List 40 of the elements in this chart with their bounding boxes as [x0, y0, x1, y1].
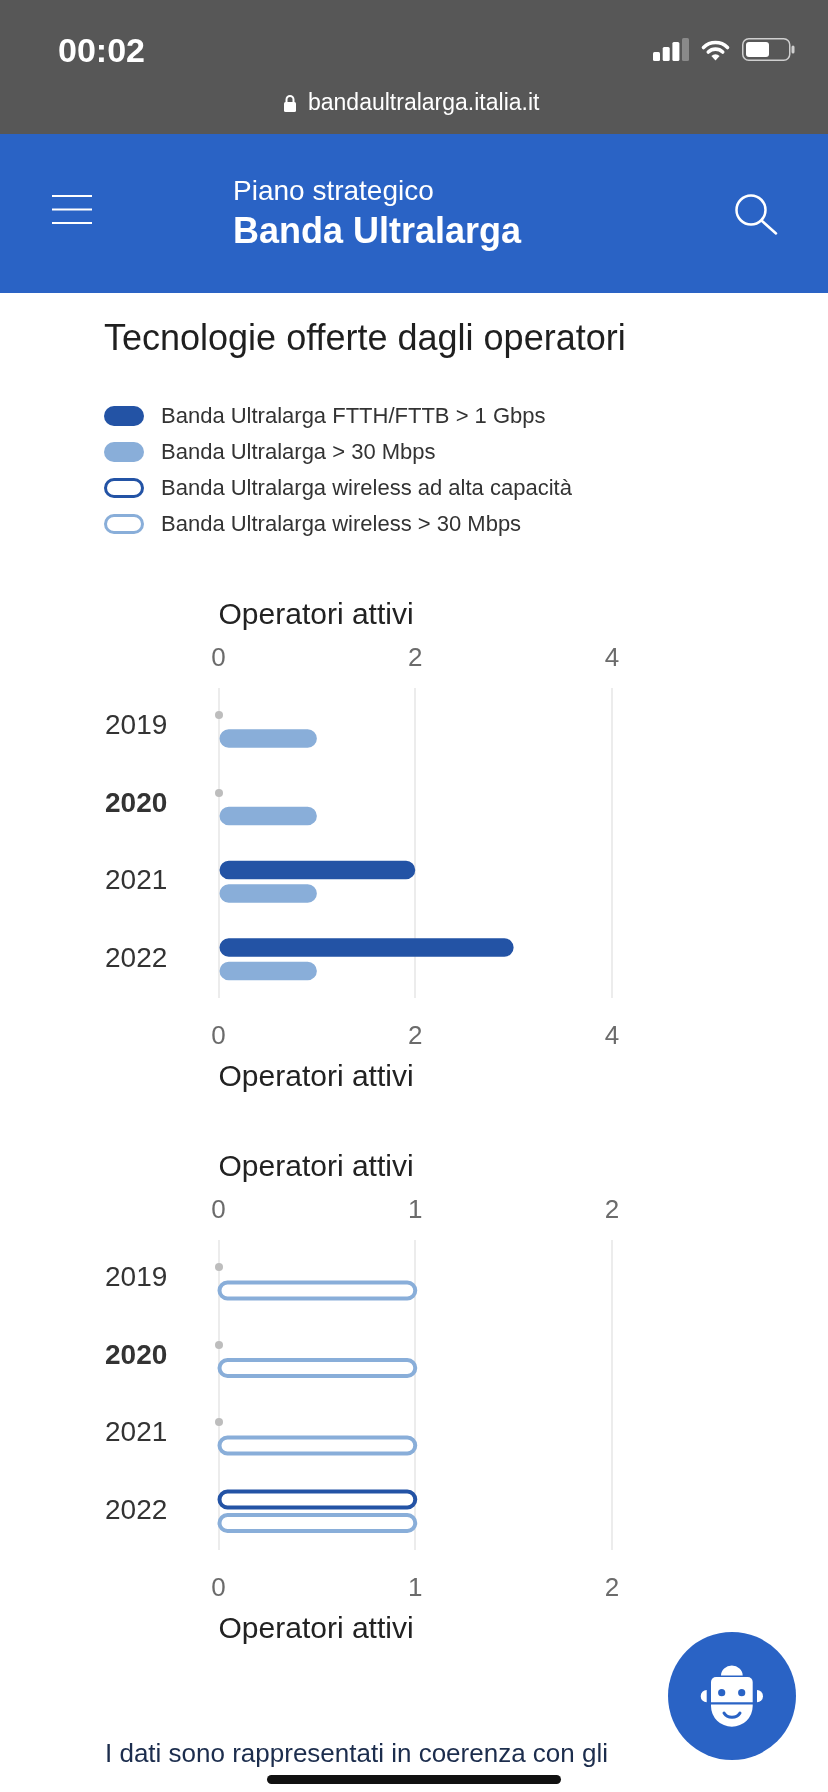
text: bandaultralarga.italia.it	[308, 89, 540, 115]
x2-tick-label: 4	[604, 1019, 620, 1050]
x-tick-label: 1	[408, 1193, 423, 1224]
legend-label: Banda Ultralarga wireless ad alta capacità	[161, 475, 572, 500]
y-tick-label: 2022	[105, 1493, 168, 1525]
y-tick-label: 2022	[105, 941, 168, 973]
y-tick-label: 2021	[105, 864, 168, 896]
text: Banda Ultralarga	[233, 210, 522, 251]
x-tick-label: 2	[408, 641, 423, 672]
y-tick-label: 2020	[105, 786, 168, 818]
legend-label: Banda Ultralarga FTTH/FTTB > 1 Gbps	[161, 403, 546, 428]
y-tick-label: 2019	[105, 1261, 168, 1293]
x2-tick-label: 1	[408, 1571, 423, 1602]
x-axis-title: Operatori attivi	[218, 1059, 414, 1093]
bar	[219, 884, 317, 903]
x2-axis-title: Operatori attivi	[218, 597, 414, 631]
text: Piano strategico	[233, 175, 434, 206]
x2-tick-label: 0	[211, 1019, 226, 1050]
text: 00:02	[58, 31, 145, 69]
y-tick-label: 2020	[105, 1338, 168, 1370]
x-axis-title: Operatori attivi	[218, 1611, 414, 1645]
bar	[219, 961, 317, 981]
x-tick-label: 4	[604, 641, 620, 672]
legend-label: Banda Ultralarga wireless > 30 Mbps	[161, 511, 522, 536]
legend-label: Banda Ultralarga > 30 Mbps	[161, 439, 436, 464]
x2-axis-title: Operatori attivi	[218, 1149, 414, 1183]
x-tick-label: 2	[604, 1193, 620, 1224]
y-tick-label: 2019	[105, 709, 168, 741]
bar	[219, 938, 514, 957]
bar	[219, 729, 317, 748]
x2-tick-label: 2	[604, 1571, 620, 1602]
chart-title: Tecnologie offerte dagli operatori	[104, 317, 626, 358]
x-tick-label: 0	[211, 641, 226, 672]
bar	[219, 860, 416, 880]
text: I dati sono rappresentati in coerenza con gli	[105, 1738, 608, 1768]
y-tick-label: 2021	[105, 1416, 168, 1448]
bar	[219, 806, 317, 826]
x-tick-label: 0	[211, 1193, 226, 1224]
x2-tick-label: 0	[211, 1571, 226, 1602]
x2-tick-label: 2	[408, 1019, 423, 1050]
